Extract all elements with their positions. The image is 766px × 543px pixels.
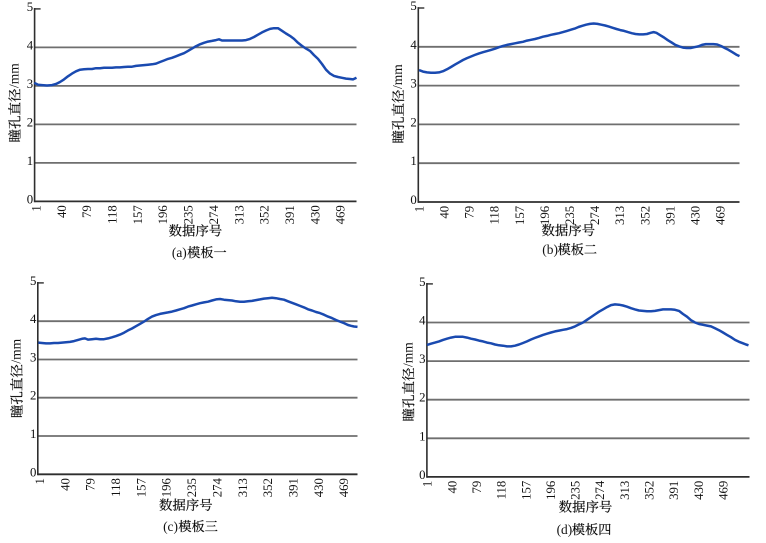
svg-text:352: 352: [638, 206, 652, 225]
svg-text:/mm: /mm: [9, 338, 24, 363]
svg-text:79: 79: [463, 206, 477, 219]
svg-text:235: 235: [182, 205, 196, 224]
svg-text:(d): (d): [557, 522, 573, 537]
svg-text:4: 4: [410, 38, 417, 52]
svg-text:430: 430: [308, 205, 322, 224]
svg-text:5: 5: [30, 274, 36, 288]
svg-text:274: 274: [210, 478, 224, 498]
svg-text:391: 391: [283, 205, 297, 224]
svg-text:2: 2: [419, 391, 425, 405]
svg-text:196: 196: [156, 205, 170, 225]
svg-text:4: 4: [30, 312, 37, 326]
svg-text:430: 430: [689, 206, 703, 225]
svg-text:40: 40: [445, 481, 459, 494]
svg-text:391: 391: [663, 206, 677, 225]
svg-text:5: 5: [419, 275, 425, 289]
svg-text:196: 196: [538, 205, 552, 225]
svg-text:1: 1: [30, 205, 44, 211]
svg-text:469: 469: [714, 206, 728, 225]
svg-text:2: 2: [27, 115, 33, 129]
svg-text:118: 118: [106, 205, 120, 224]
svg-text:1: 1: [410, 154, 416, 168]
svg-text:1: 1: [421, 481, 435, 487]
svg-text:313: 313: [613, 206, 627, 225]
svg-text:40: 40: [55, 205, 69, 218]
svg-text:(a): (a): [172, 245, 187, 260]
svg-text:1: 1: [33, 478, 47, 484]
svg-text:3: 3: [27, 77, 33, 91]
svg-text:157: 157: [134, 478, 148, 498]
svg-text:(c): (c): [163, 519, 178, 534]
svg-text:1: 1: [419, 429, 425, 443]
svg-text:157: 157: [519, 480, 533, 500]
svg-text:469: 469: [717, 481, 731, 500]
svg-text:469: 469: [334, 205, 348, 224]
svg-text:274: 274: [207, 205, 221, 225]
svg-text:0: 0: [419, 468, 425, 482]
svg-text:79: 79: [470, 481, 484, 494]
svg-text:/mm: /mm: [390, 64, 405, 89]
svg-text:0: 0: [30, 465, 36, 479]
svg-text:391: 391: [667, 481, 681, 500]
svg-text:430: 430: [312, 478, 326, 497]
svg-text:469: 469: [337, 478, 351, 497]
svg-text:157: 157: [131, 205, 145, 225]
svg-text:313: 313: [236, 478, 250, 497]
svg-text:0: 0: [27, 192, 33, 206]
svg-text:2: 2: [30, 389, 36, 403]
svg-text:352: 352: [258, 205, 272, 224]
svg-text:79: 79: [84, 478, 98, 491]
svg-text:118: 118: [488, 206, 502, 225]
svg-text:1: 1: [30, 427, 36, 441]
svg-text:3: 3: [419, 352, 425, 366]
svg-text:5: 5: [410, 0, 416, 13]
svg-text:391: 391: [287, 478, 301, 497]
svg-text:5: 5: [27, 0, 33, 14]
svg-text:352: 352: [261, 478, 275, 497]
svg-text:3: 3: [410, 77, 416, 91]
svg-text:274: 274: [593, 480, 607, 500]
svg-text:/mm: /mm: [7, 63, 22, 88]
svg-text:2: 2: [410, 115, 416, 129]
svg-text:118: 118: [495, 481, 509, 500]
svg-text:40: 40: [438, 206, 452, 219]
svg-text:352: 352: [643, 481, 657, 500]
svg-text:235: 235: [563, 206, 577, 225]
svg-text:(b): (b): [542, 242, 558, 257]
svg-text:196: 196: [160, 478, 174, 498]
svg-text:1: 1: [27, 154, 33, 168]
svg-text:79: 79: [80, 205, 94, 218]
svg-text:4: 4: [419, 314, 426, 328]
svg-text:274: 274: [588, 205, 602, 225]
svg-text:235: 235: [185, 478, 199, 497]
svg-text:3: 3: [30, 351, 36, 365]
svg-text:/mm: /mm: [400, 342, 415, 367]
svg-text:313: 313: [232, 205, 246, 224]
svg-text:313: 313: [618, 481, 632, 500]
svg-text:1: 1: [412, 206, 426, 212]
svg-text:40: 40: [58, 478, 72, 491]
svg-text:235: 235: [569, 481, 583, 500]
svg-text:157: 157: [513, 205, 527, 225]
svg-text:0: 0: [410, 193, 416, 207]
svg-text:430: 430: [692, 481, 706, 500]
svg-text:118: 118: [109, 478, 123, 497]
svg-text:4: 4: [27, 38, 34, 52]
svg-text:196: 196: [544, 480, 558, 500]
